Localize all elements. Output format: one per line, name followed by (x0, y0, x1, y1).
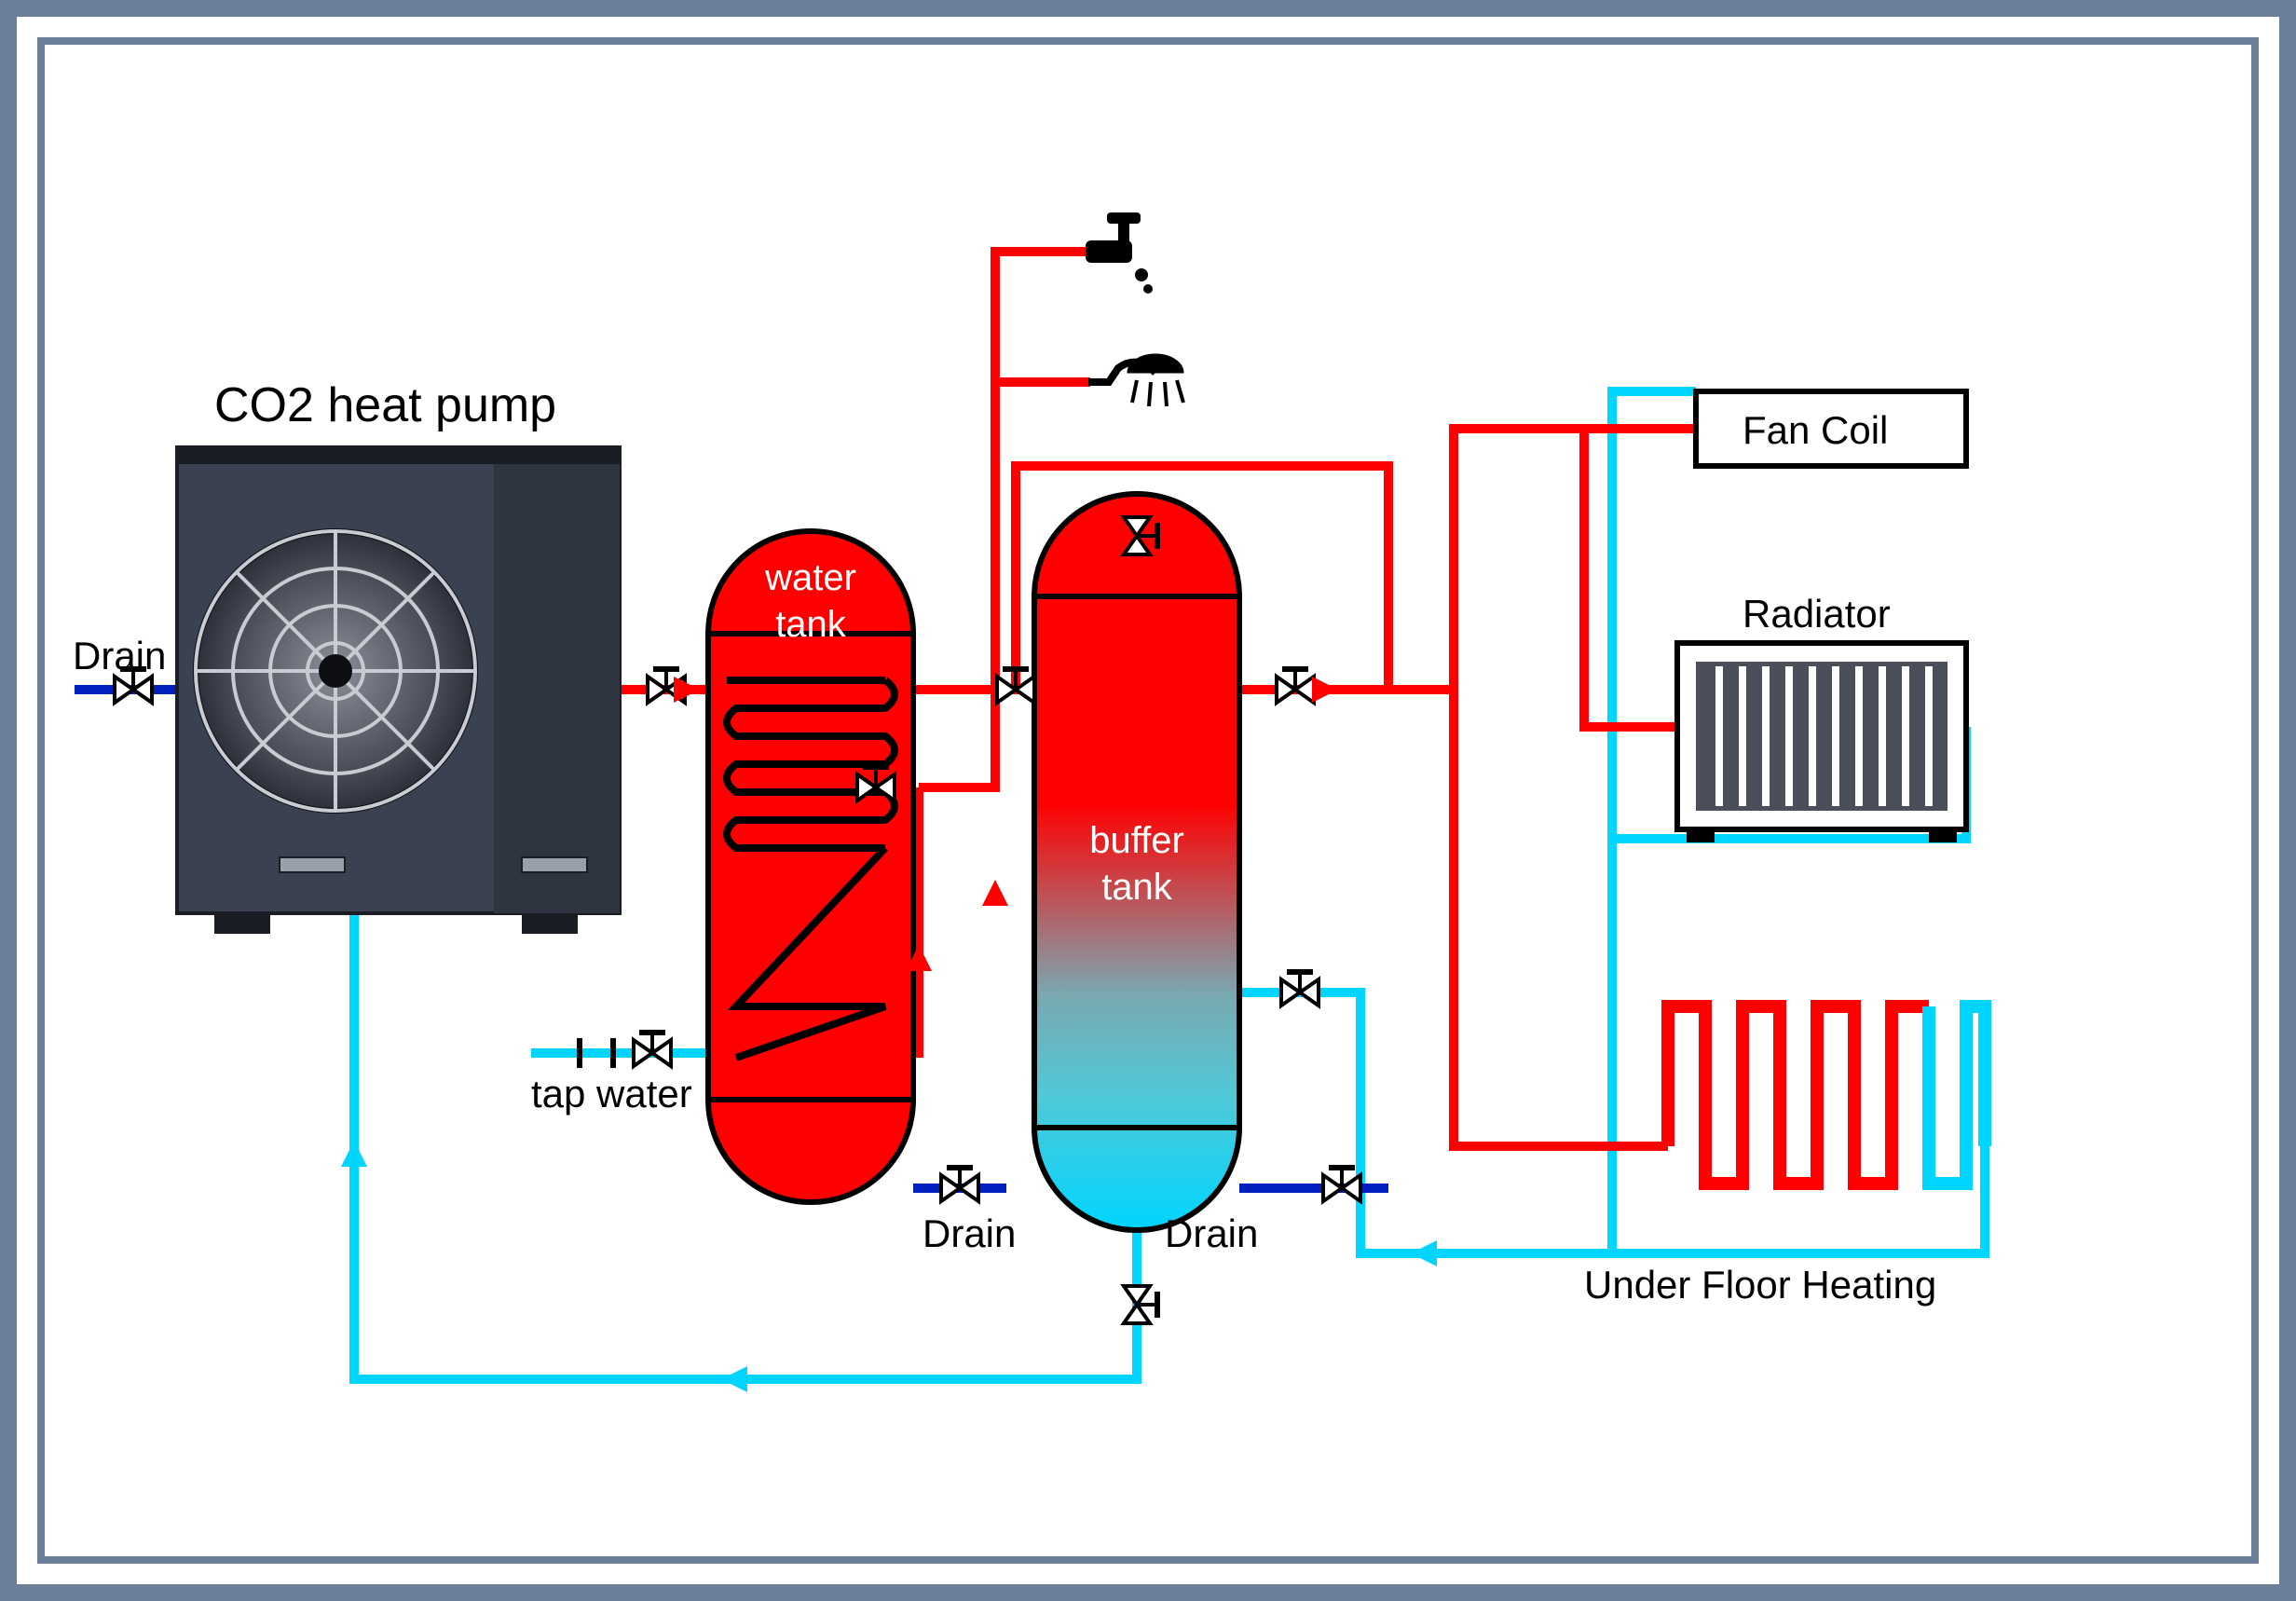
under-floor-heating-coil (1668, 1006, 1985, 1184)
radiator-unit (1677, 643, 1966, 842)
flow-arrow-icon (1411, 1240, 1437, 1266)
drain-buffer-tank-label: Drain (1165, 1211, 1258, 1256)
valve-icon (1281, 972, 1319, 1006)
valve-icon (634, 1033, 671, 1066)
water-tank-label-1: water (708, 557, 913, 599)
water-tank-label-2: tank (708, 604, 913, 646)
shower-icon (1088, 354, 1183, 406)
flow-arrow-icon (982, 880, 1008, 906)
heat-pump-title: CO2 heat pump (214, 377, 556, 433)
drain-left-label: Drain (73, 634, 166, 678)
diagram-svg (0, 0, 2296, 1601)
tap-water-label: tap water (531, 1072, 692, 1116)
valve-icon (1323, 1168, 1360, 1201)
drain-water-tank-label: Drain (922, 1211, 1016, 1256)
heat-pump-unit (177, 447, 620, 934)
buffer-tank (1034, 494, 1239, 1230)
flow-arrow-icon (341, 1141, 367, 1167)
buffer-tank-label-2: tank (1034, 867, 1239, 909)
valve-icon (1124, 1286, 1157, 1323)
flow-arrow-icon (721, 1366, 747, 1392)
valve-icon (941, 1168, 978, 1201)
valve-icon (997, 669, 1034, 703)
under-floor-heating-label: Under Floor Heating (1584, 1263, 1936, 1307)
valve-icon (1277, 669, 1314, 703)
faucet-icon (1086, 212, 1153, 294)
diagram-canvas: CO2 heat pump Drain tap water water tank… (0, 0, 2296, 1601)
buffer-tank-label-1: buffer (1034, 820, 1239, 862)
flow-arrow-icon (1312, 677, 1338, 703)
fan-coil-label: Fan Coil (1742, 408, 1888, 453)
radiator-label: Radiator (1742, 592, 1891, 636)
